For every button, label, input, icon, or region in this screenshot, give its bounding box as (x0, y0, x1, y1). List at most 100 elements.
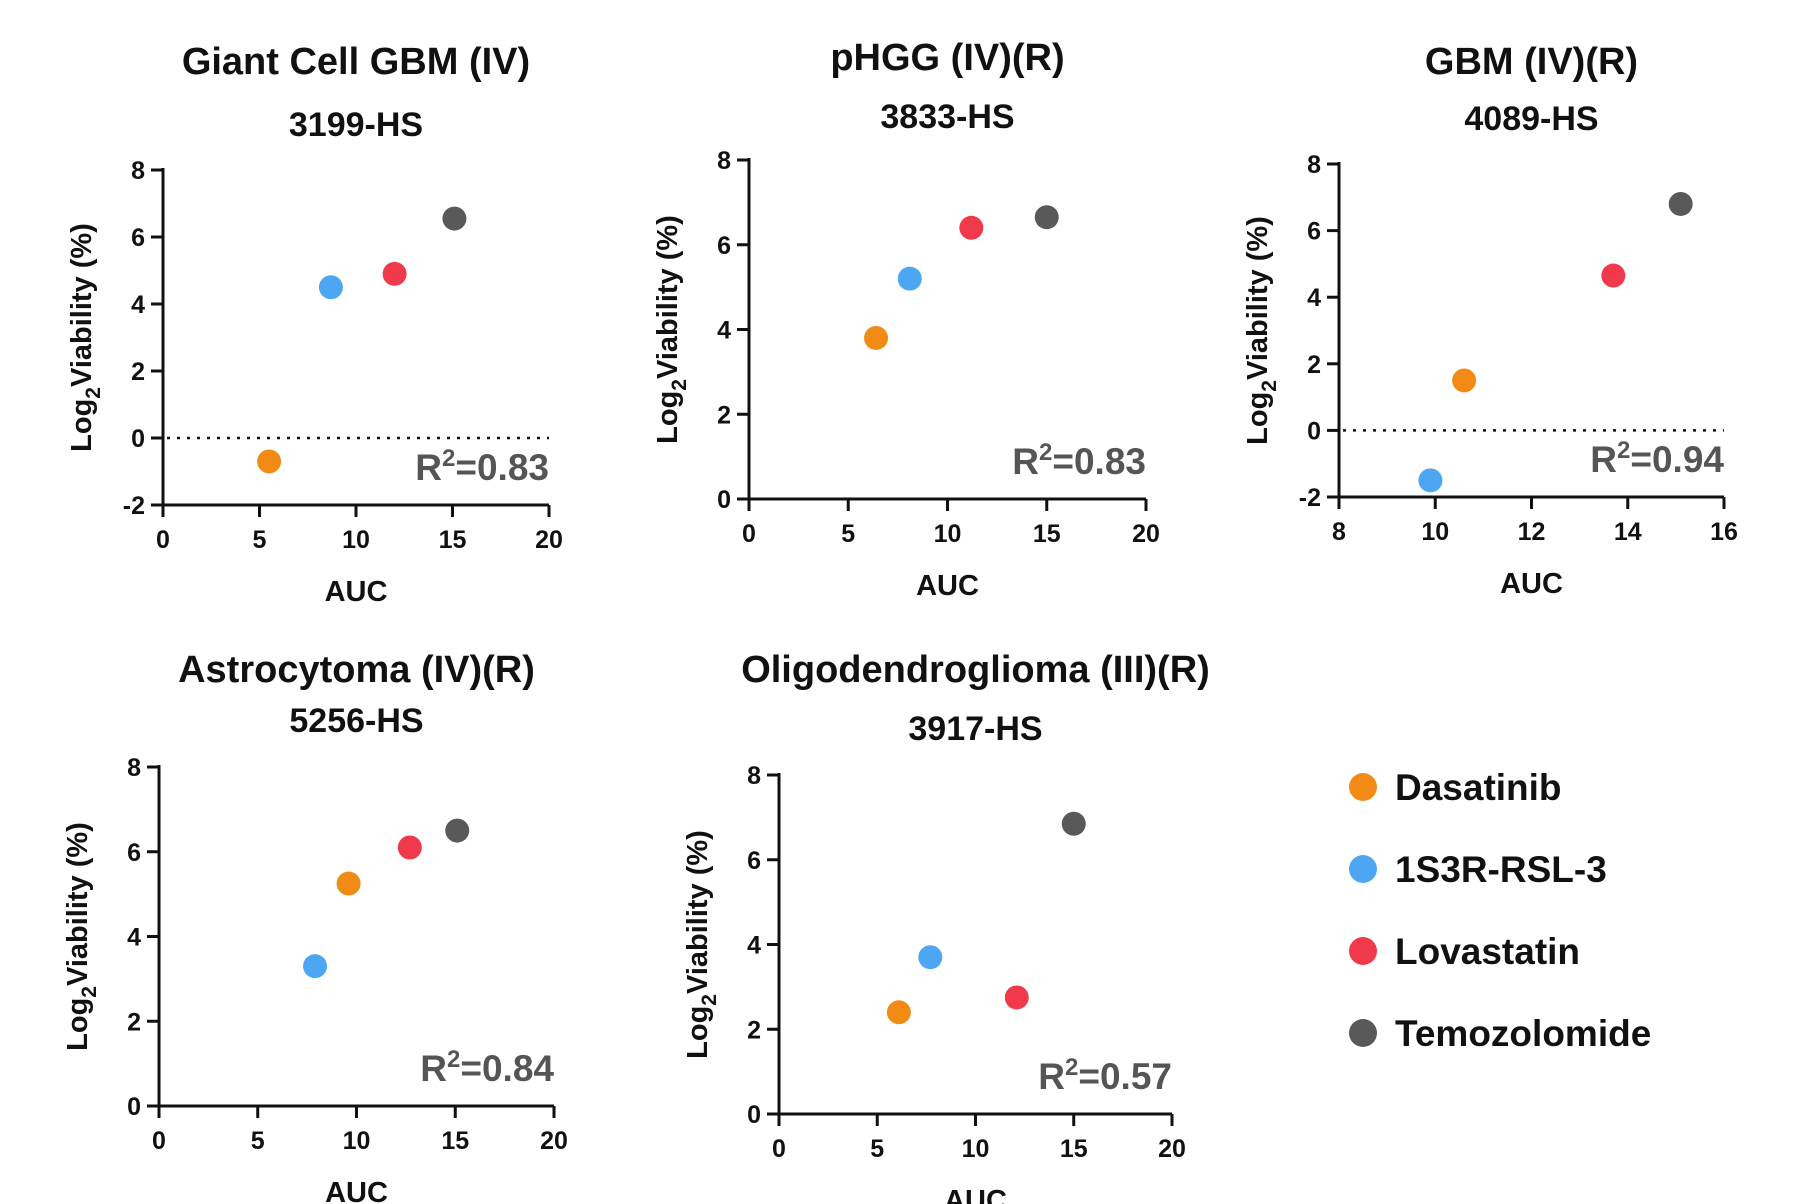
x-tick-label: 5 (870, 1135, 884, 1163)
x-axis-label: AUC (944, 1185, 1007, 1204)
legend-label: Dasatinib (1395, 767, 1562, 808)
chart-subtitle: 5256-HS (289, 702, 423, 740)
point-lovastatin (397, 835, 422, 860)
y-tick-label: 2 (717, 401, 731, 429)
point-lovastatin (959, 215, 984, 240)
x-axis-label: AUC (325, 1177, 388, 1204)
chart-title: GBM (IV)(R) (1425, 41, 1638, 83)
y-tick-label: 2 (1307, 351, 1321, 379)
chart-panel-3833-hs: pHGG (IV)(R) 3833-HS 0 2 4 6 8 0 5 10 15 20 AUC Log2V… (652, 37, 1160, 602)
r-squared-label: R2=0.94 (1590, 437, 1724, 480)
x-tick-label: 10 (962, 1135, 990, 1163)
legend-marker (1349, 773, 1377, 801)
y-tick-label: 4 (127, 924, 141, 952)
point-lovastatin (1004, 985, 1029, 1010)
point-1s3r-rsl-3 (1418, 468, 1443, 493)
chart-panel-4089-hs: GBM (IV)(R) 4089-HS -2 0 2 4 6 8 8 10 12 14 16 AUC Log… (1242, 41, 1738, 600)
legend-marker (1349, 937, 1377, 965)
point-1s3r-rsl-3 (303, 954, 328, 979)
x-tick-label: 20 (1132, 520, 1160, 548)
x-axis-label: AUC (916, 570, 979, 602)
point-dasatinib (257, 449, 282, 474)
point-temozolomide (1061, 811, 1086, 836)
x-tick-label: 16 (1710, 518, 1738, 546)
x-tick-label: 20 (535, 526, 563, 554)
legend-item-temozolomide: Temozolomide (1349, 1013, 1651, 1054)
x-tick-label: 0 (152, 1127, 166, 1155)
x-tick-label: 15 (441, 1127, 469, 1155)
x-tick-label: 0 (742, 520, 756, 548)
x-axis-label: AUC (325, 576, 388, 608)
y-tick-label: 4 (747, 932, 761, 960)
point-temozolomide (1034, 205, 1059, 230)
x-tick-label: 15 (439, 526, 467, 554)
chart-subtitle: 3917-HS (908, 710, 1042, 748)
legend-item-1s3r-rsl-3: 1S3R-RSL-3 (1349, 849, 1607, 890)
point-temozolomide (445, 818, 470, 843)
legend-item-dasatinib: Dasatinib (1349, 767, 1562, 808)
y-tick-label: 2 (127, 1008, 141, 1036)
chart-subtitle: 3833-HS (880, 98, 1014, 136)
legend-marker (1349, 855, 1377, 883)
y-tick-label: 6 (127, 839, 141, 867)
legend: Dasatinib 1S3R-RSL-3 Lovastatin Temozolomid… (1349, 767, 1651, 1054)
y-tick-label: 6 (747, 847, 761, 875)
chart-subtitle: 4089-HS (1464, 100, 1598, 138)
chart-panel-5256-hs: Astrocytoma (IV)(R) 5256-HS 0 2 4 6 8 0 5 10 15 20 A… (62, 649, 568, 1204)
y-tick-label: 6 (1307, 218, 1321, 246)
chart-title: Astrocytoma (IV)(R) (178, 649, 535, 691)
x-tick-label: 14 (1614, 518, 1642, 546)
chart-title: Oligodendroglioma (III)(R) (741, 649, 1210, 691)
x-tick-label: 5 (841, 520, 855, 548)
y-tick-label: 2 (747, 1016, 761, 1044)
y-axis-label: Log2Viability (%) (682, 830, 721, 1059)
r-squared-label: R2=0.83 (1012, 439, 1146, 482)
y-axis-label: Log2Viability (%) (652, 215, 691, 444)
legend-item-lovastatin: Lovastatin (1349, 931, 1580, 972)
legend-label: Lovastatin (1395, 931, 1580, 972)
point-dasatinib (886, 1000, 911, 1025)
y-tick-label: 4 (1307, 284, 1321, 312)
chart-panel-3917-hs: Oligodendroglioma (III)(R) 3917-HS 0 2 4 6 8 0 5… (682, 649, 1210, 1204)
point-dasatinib (1452, 368, 1477, 393)
chart-panel-3199-hs: Giant Cell GBM (IV) 3199-HS -2 0 2 4 6 8 0 5 10 15 2… (66, 41, 563, 608)
y-tick-label: 0 (1307, 417, 1321, 445)
y-tick-label: 0 (747, 1101, 761, 1129)
y-tick-label: 8 (747, 762, 761, 790)
y-tick-label: 8 (717, 147, 731, 175)
r-squared-label: R2=0.84 (420, 1046, 554, 1089)
x-tick-label: 10 (342, 526, 370, 554)
x-tick-label: 8 (1332, 518, 1346, 546)
y-tick-label: -2 (1299, 484, 1321, 512)
legend-label: 1S3R-RSL-3 (1395, 849, 1607, 890)
chart-title: pHGG (IV)(R) (830, 37, 1064, 79)
r-squared-label: R2=0.57 (1038, 1054, 1172, 1097)
y-tick-label: 0 (131, 425, 145, 453)
legend-marker (1349, 1019, 1377, 1047)
point-lovastatin (382, 261, 407, 286)
point-dasatinib (864, 325, 889, 350)
x-tick-label: 10 (934, 520, 962, 548)
point-1s3r-rsl-3 (918, 945, 943, 970)
point-temozolomide (442, 206, 467, 231)
x-tick-label: 20 (1158, 1135, 1186, 1163)
point-1s3r-rsl-3 (897, 266, 922, 291)
y-axis-label: Log2Viability (%) (66, 223, 105, 452)
x-tick-label: 5 (251, 1127, 265, 1155)
point-1s3r-rsl-3 (318, 275, 343, 300)
chart-title: Giant Cell GBM (IV) (182, 41, 530, 83)
y-tick-label: 0 (127, 1093, 141, 1121)
point-dasatinib (336, 871, 361, 896)
y-tick-label: 8 (1307, 151, 1321, 179)
y-tick-label: 2 (131, 358, 145, 386)
y-tick-label: 8 (127, 754, 141, 782)
y-tick-label: 4 (131, 291, 145, 319)
x-tick-label: 12 (1518, 518, 1546, 546)
x-tick-label: 15 (1060, 1135, 1088, 1163)
y-tick-label: 8 (131, 157, 145, 185)
x-tick-label: 5 (253, 526, 267, 554)
y-tick-label: 0 (717, 486, 731, 514)
y-tick-label: 4 (717, 317, 731, 345)
point-temozolomide (1668, 191, 1693, 216)
